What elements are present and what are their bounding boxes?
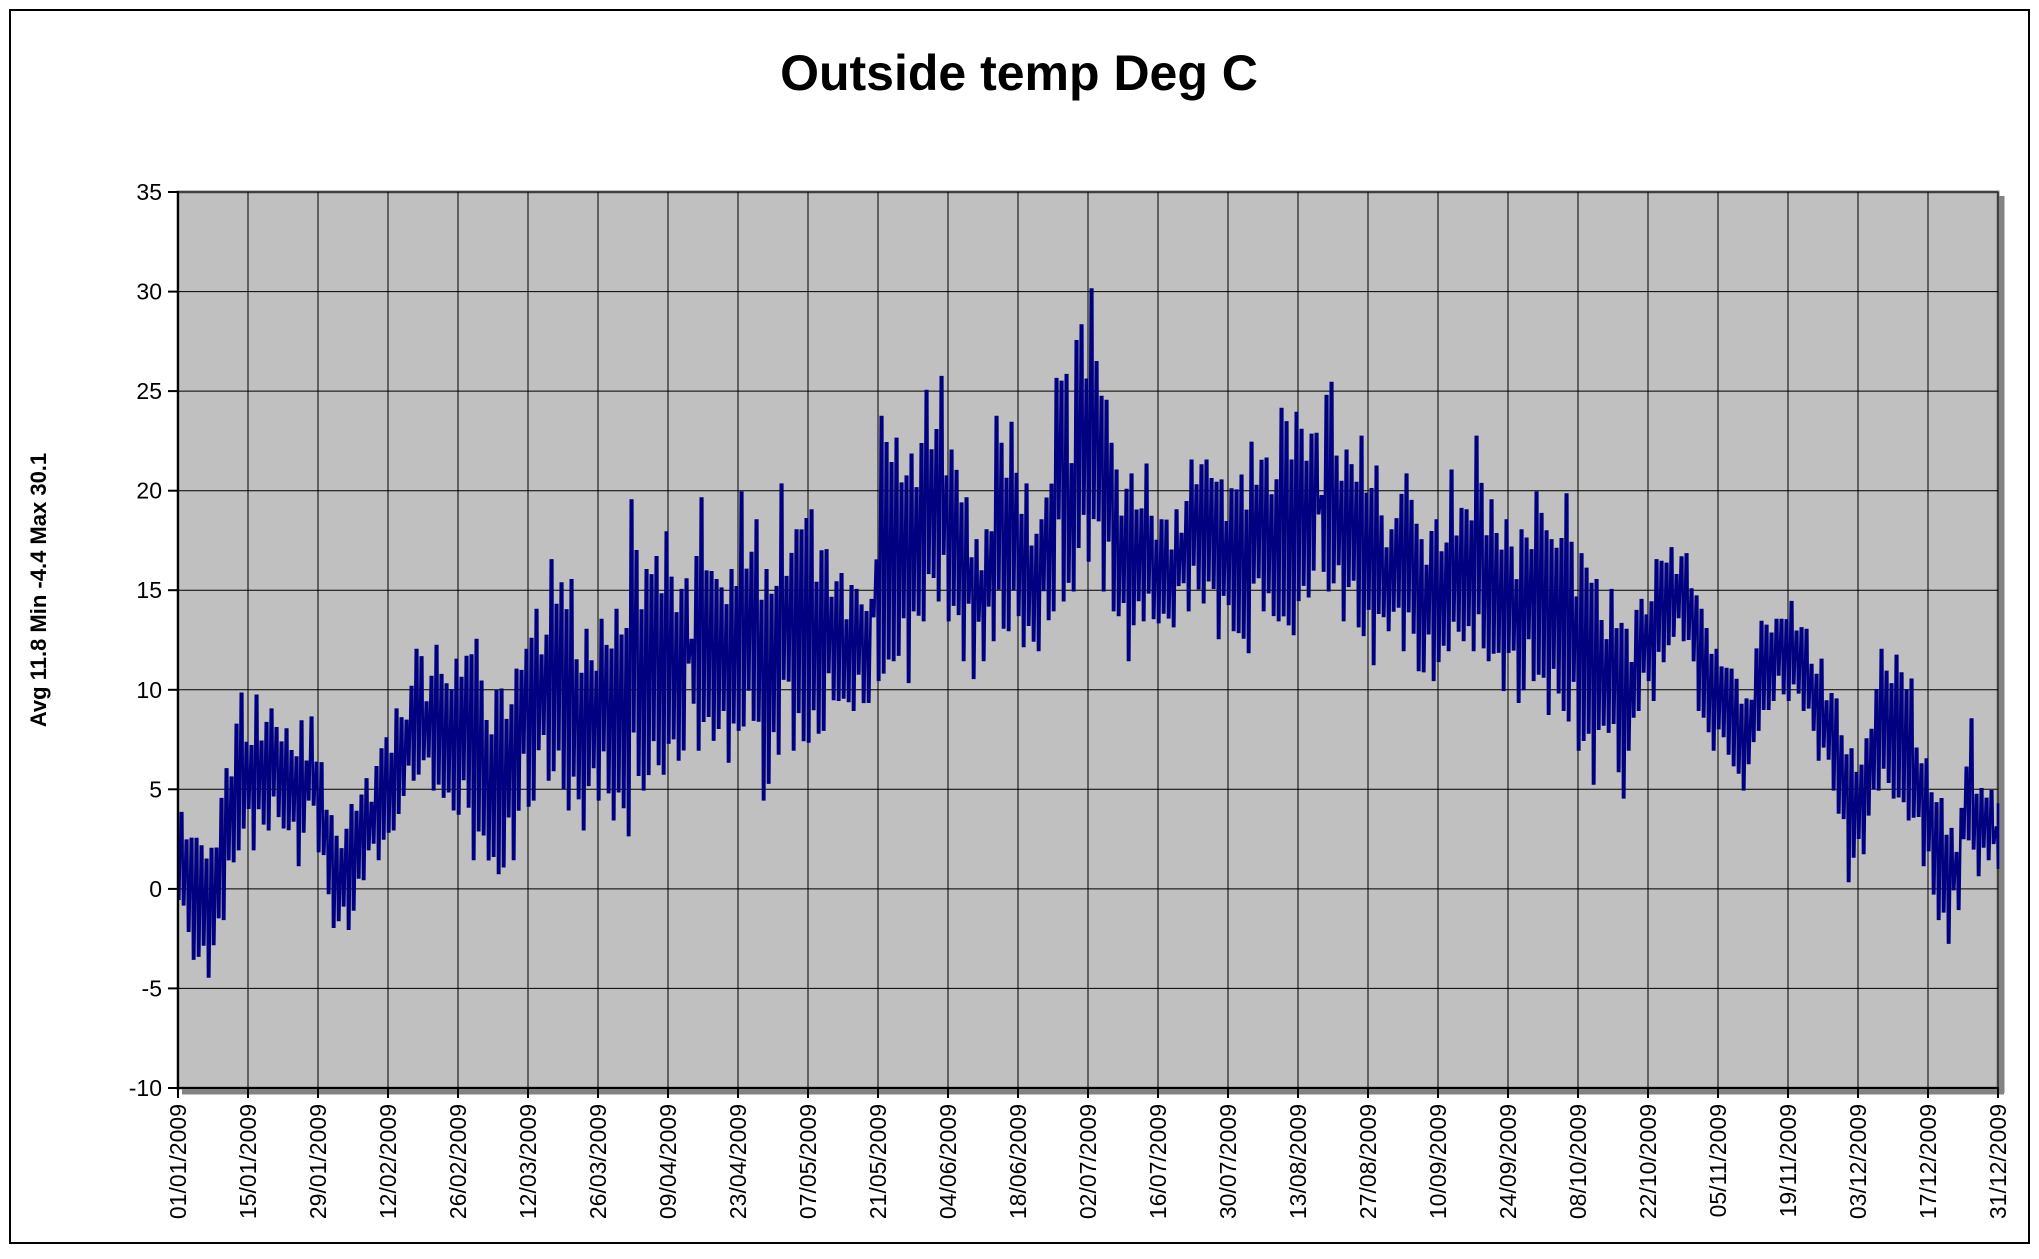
y-tick-label: 5 <box>149 776 162 802</box>
y-tick-label: 15 <box>136 577 162 603</box>
x-tick-label: 24/09/2009 <box>1495 1104 1521 1219</box>
x-tick-label: 04/06/2009 <box>935 1104 961 1219</box>
x-tick-label: 12/02/2009 <box>375 1104 401 1219</box>
x-tick-label: 01/01/2009 <box>165 1104 191 1219</box>
x-tick-label: 26/02/2009 <box>445 1104 471 1219</box>
x-tick-label: 31/12/2009 <box>1985 1104 2011 1219</box>
x-tick-label: 19/11/2009 <box>1775 1104 1801 1217</box>
x-tick-label: 21/05/2009 <box>865 1104 891 1219</box>
x-tick-label: 29/01/2009 <box>305 1104 331 1219</box>
x-axis-ticks <box>177 1088 1999 1098</box>
chart-title: Outside temp Deg C <box>780 45 1258 101</box>
x-tick-label: 09/04/2009 <box>655 1104 681 1219</box>
x-tick-label: 16/07/2009 <box>1145 1104 1171 1219</box>
x-tick-label: 17/12/2009 <box>1915 1104 1941 1219</box>
y-tick-label: -5 <box>142 975 162 1001</box>
x-tick-label: 05/11/2009 <box>1705 1104 1731 1217</box>
plot-shadow-right <box>1999 196 2005 1093</box>
y-axis-ticks <box>168 191 178 1089</box>
x-tick-label: 26/03/2009 <box>585 1104 611 1219</box>
y-tick-label: 10 <box>136 677 162 703</box>
x-tick-label: 18/06/2009 <box>1005 1104 1031 1219</box>
x-tick-label: 15/01/2009 <box>235 1104 261 1219</box>
x-tick-label: 10/09/2009 <box>1425 1104 1451 1219</box>
y-tick-label: 25 <box>136 378 162 404</box>
y-tick-label: 30 <box>136 279 162 305</box>
y-axis-labels: 35 30 25 20 15 10 5 0 -5 -10 <box>129 179 162 1101</box>
x-tick-label: 03/12/2009 <box>1845 1104 1871 1219</box>
x-tick-label: 12/03/2009 <box>515 1104 541 1219</box>
x-tick-label: 22/10/2009 <box>1635 1104 1661 1219</box>
y-tick-label: 20 <box>136 478 162 504</box>
x-tick-label: 02/07/2009 <box>1075 1104 1101 1219</box>
x-axis-labels: 01/01/2009 15/01/2009 29/01/2009 12/02/2009… <box>165 1104 2011 1219</box>
x-tick-label: 27/08/2009 <box>1355 1104 1381 1219</box>
x-tick-label: 30/07/2009 <box>1215 1104 1241 1219</box>
temperature-series-line <box>178 288 2000 978</box>
x-tick-label: 08/10/2009 <box>1565 1104 1591 1219</box>
y-tick-label: 35 <box>136 179 162 205</box>
y-tick-label: -10 <box>129 1075 162 1101</box>
x-tick-label: 07/05/2009 <box>795 1104 821 1219</box>
y-tick-label: 0 <box>149 876 162 902</box>
x-tick-label: 23/04/2009 <box>725 1104 751 1219</box>
plot-shadow-bottom <box>182 1089 2004 1095</box>
y-axis-title: Avg 11.8 Min -4.4 Max 30.1 <box>26 453 51 727</box>
x-tick-label: 13/08/2009 <box>1285 1104 1311 1219</box>
